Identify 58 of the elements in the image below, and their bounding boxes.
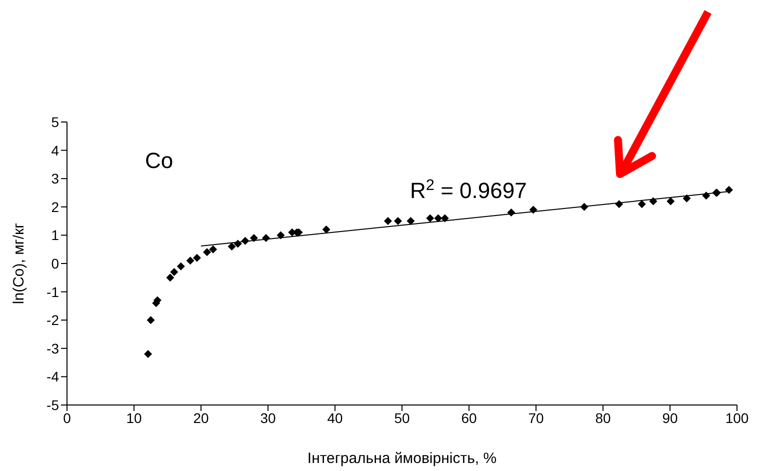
point [276,231,285,240]
point [394,217,402,226]
x-tick-label: 0 [63,410,72,426]
point [203,248,212,256]
x-axis-title: Інтегральна ймовірність, % [307,450,497,467]
annotation: R$^{2}$ = 0.9697 [410,176,527,203]
x-tick-label: 20 [193,410,209,426]
x-tick-label: 70 [528,410,544,426]
point [682,194,691,202]
y-tick-label: -5 [46,396,60,413]
point [638,200,646,208]
y-tick-label: 5 [51,114,60,130]
point [228,242,236,251]
y-tick-label: -3 [46,340,60,356]
annotation: Co [145,148,174,173]
point [434,214,442,222]
point [507,208,516,217]
x-tick-label: 90 [662,410,678,426]
point [666,197,675,206]
x-tick-label: 80 [595,410,611,426]
x-tick-label: 60 [461,410,477,426]
x-tick-label: 40 [327,410,343,426]
point [192,254,201,262]
point [615,200,624,208]
point [426,214,434,222]
y-tick-label: 0 [51,255,60,272]
point [209,245,218,254]
point [724,186,733,194]
y-tick-label: 4 [51,142,60,158]
point [176,262,185,270]
y-tick-label: -4 [46,368,60,385]
point [649,197,658,206]
y-tick-label: 3 [51,170,60,187]
y-tick-label: -2 [46,312,60,328]
point [146,316,155,324]
point [262,234,270,242]
point [166,274,174,282]
point [322,226,330,234]
point [250,234,258,242]
x-tick-label: 100 [725,410,749,426]
point [241,236,250,245]
x-tick-label: 10 [126,410,142,426]
point [170,268,178,276]
y-axis-title: ln(Co), мг/кг [10,222,28,304]
point [234,240,242,248]
point [529,206,538,214]
y-tick-label: 2 [51,198,60,215]
point [702,192,710,200]
y-tick-label: -1 [46,284,60,300]
x-tick-label: 30 [260,410,276,426]
point [144,350,152,358]
point [186,256,194,265]
point [580,202,588,211]
x-tick-label: 50 [394,410,410,426]
point [406,217,415,226]
point [440,214,449,222]
point [384,217,392,226]
y-tick-label: 1 [51,227,60,244]
